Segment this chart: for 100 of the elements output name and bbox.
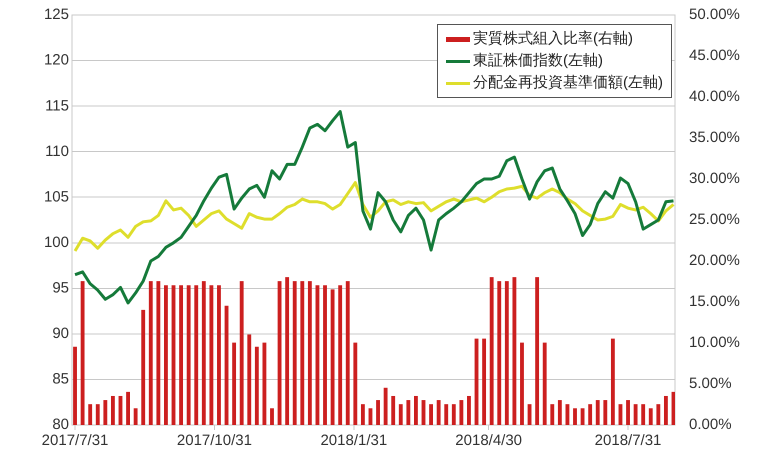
bar (588, 404, 592, 425)
bar (270, 408, 274, 425)
bar (436, 400, 441, 425)
bar (634, 404, 638, 425)
bar (186, 285, 191, 425)
bar (323, 285, 327, 425)
bar (452, 404, 456, 425)
y-tick-label: 105 (44, 188, 69, 206)
bar (618, 404, 622, 425)
bar (110, 396, 115, 425)
y2-tick-label: 0.00% (689, 416, 732, 434)
x-tick-label: 2017/10/31 (176, 432, 252, 450)
bar (610, 338, 615, 425)
y-tick-label: 85 (52, 370, 69, 388)
bar (224, 306, 228, 425)
y2-tick-label: 35.00% (689, 129, 740, 146)
bar (118, 396, 122, 425)
bar (141, 310, 146, 425)
bar (580, 408, 585, 425)
bar (535, 277, 540, 425)
bar (566, 404, 570, 425)
y-tick-label: 95 (52, 279, 69, 296)
y2-tick-label: 25.00% (689, 211, 740, 228)
bar (482, 338, 486, 425)
y-tick-label: 125 (44, 6, 69, 24)
x-tick-label: 2017/7/31 (42, 432, 108, 450)
bar (232, 342, 236, 425)
bar (88, 404, 92, 425)
bar (217, 285, 221, 425)
bar (292, 281, 297, 425)
x-tick-label: 2018/1/31 (320, 432, 388, 450)
bar (512, 277, 516, 425)
bar (134, 408, 138, 425)
bar (240, 281, 244, 425)
y2-tick-label: 20.00% (689, 252, 740, 270)
legend-label: 分配金再投資基準価額(左軸) (473, 73, 663, 93)
y-tick-label: 90 (52, 325, 69, 342)
bar (338, 285, 342, 425)
bar (596, 400, 600, 425)
y2-tick-label: 15.00% (689, 293, 740, 310)
y2-tick-label: 30.00% (689, 170, 740, 188)
bar (172, 285, 176, 425)
bar (126, 392, 130, 425)
bar (414, 396, 418, 425)
bar (179, 285, 184, 425)
bar (247, 334, 252, 425)
bar (542, 342, 547, 425)
bar (346, 281, 350, 425)
y-tick-label: 115 (45, 97, 69, 114)
legend-label: 実質株式組入比率(右軸) (473, 29, 633, 49)
bar (376, 400, 380, 425)
bar (550, 404, 554, 425)
bar (103, 400, 108, 425)
bar (422, 400, 426, 425)
bar (80, 281, 85, 425)
bar (429, 404, 434, 425)
y2-tick-label: 50.00% (689, 6, 740, 24)
y-tick-label: 80 (52, 416, 69, 434)
bar (156, 281, 160, 425)
y-tick-label: 110 (45, 142, 69, 160)
bar (96, 404, 100, 425)
bar (360, 404, 365, 425)
bar (603, 400, 608, 425)
bar (664, 396, 668, 425)
bar (353, 342, 358, 425)
y2-tick-label: 40.00% (689, 88, 740, 106)
bar (300, 281, 304, 425)
bar (391, 396, 396, 425)
bar (558, 400, 562, 425)
y-tick-label: 100 (44, 234, 69, 251)
bar (316, 285, 320, 425)
bar (459, 400, 464, 425)
bar (164, 285, 168, 425)
bar (194, 285, 198, 425)
legend-label: 東証株価指数(左軸) (473, 51, 603, 71)
bar (384, 388, 388, 425)
bar (672, 392, 675, 425)
bar (504, 281, 509, 425)
bar (520, 342, 524, 425)
bar (497, 281, 502, 425)
bar (648, 408, 653, 425)
bar (490, 277, 494, 425)
bar (202, 281, 206, 425)
y2-tick-label: 5.00% (689, 375, 732, 392)
bar (73, 346, 77, 425)
y-tick-label: 120 (44, 52, 69, 69)
bar (308, 281, 312, 425)
bar (406, 400, 410, 425)
bar (285, 277, 290, 425)
y2-tick-label: 45.00% (689, 47, 740, 64)
bar (330, 289, 335, 425)
bar (573, 408, 577, 425)
x-tick-label: 2018/7/31 (594, 432, 662, 450)
x-tick-label: 2018/4/30 (455, 432, 522, 450)
bar (148, 281, 153, 425)
bar (278, 281, 282, 425)
bar (528, 404, 532, 425)
y2-tick-label: 10.00% (689, 334, 740, 352)
bar (641, 404, 646, 425)
bar (254, 346, 259, 425)
